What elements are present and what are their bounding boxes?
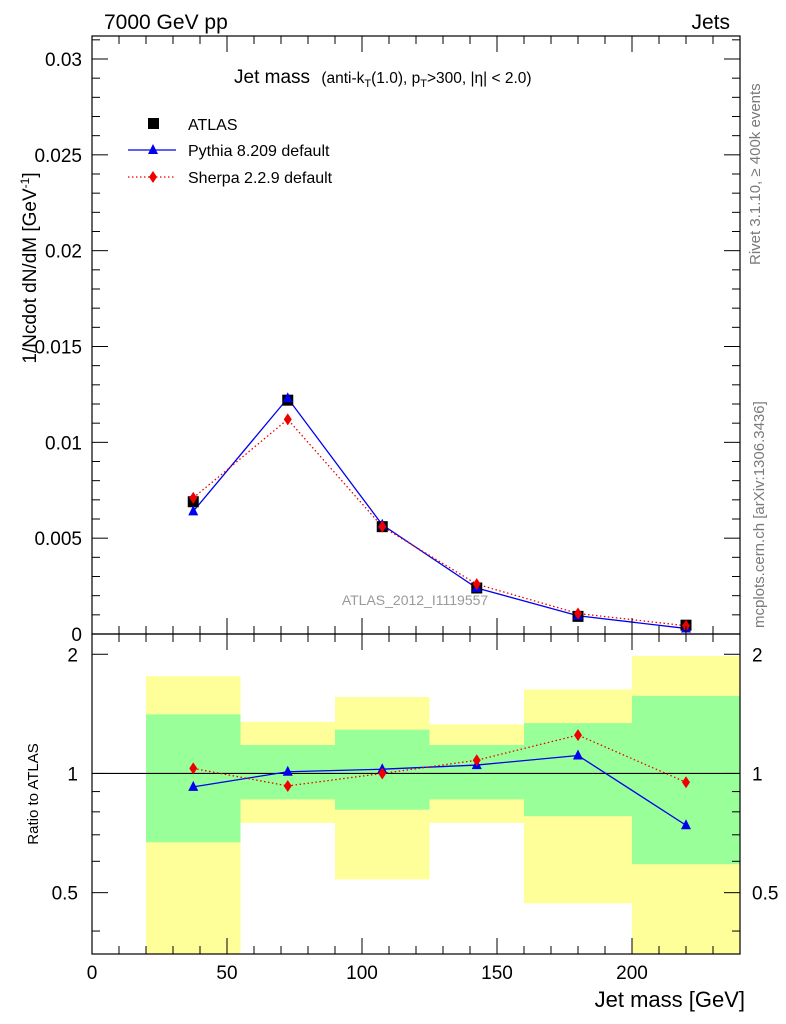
ratio-series-line-1	[193, 734, 687, 787]
ratio-band-inner-0	[146, 714, 241, 843]
ratio-point-s0-0	[188, 780, 199, 791]
main-point-s2-1	[283, 413, 292, 426]
ratio-point-s0-5	[681, 819, 691, 830]
mcplots-reference-text: mcplots.cern.ch [arXiv:1306.3436]	[751, 401, 768, 628]
legend-item-sherpa: Sherpa 2.2.9 default	[128, 170, 333, 187]
legend-label-atlas: ATLAS	[188, 117, 238, 134]
ratio-y-tick-label-right: 2	[752, 645, 763, 666]
main-series-markers	[187, 392, 692, 633]
rivet-version-text: Rivet 3.1.10, ≥ 400k events	[747, 83, 764, 265]
legend-diamond-marker	[149, 171, 157, 183]
main-series-line-1	[192, 397, 687, 630]
legend-item-pythia: Pythia 8.209 default	[128, 143, 330, 160]
main-y-tick-label: 0.025	[34, 146, 82, 167]
x-tick-label: 200	[616, 963, 648, 984]
ratio-point-s1-5	[682, 776, 690, 789]
plot-title: Jet mass (anti-kT(1.0), pT>300, |η| < 2.…	[234, 67, 532, 90]
ratio-series-lines	[193, 734, 687, 826]
main-y-tick-label: 0.005	[34, 529, 82, 550]
ratio-y-tick-label-right: 0.5	[752, 884, 778, 905]
main-y-tick-label: 0.03	[45, 50, 82, 71]
main-point-s2-0	[189, 491, 198, 504]
main-y-tick-label: 0.02	[45, 242, 82, 263]
x-tick-label: 50	[216, 963, 237, 984]
legend: ATLAS Pythia 8.209 default Sherpa 2.2.9 …	[128, 117, 333, 187]
main-y-axis-label: 1/Ncdot dN/dM [GeV-1]	[18, 172, 41, 363]
header-right: Jets	[691, 11, 730, 34]
ratio-point-s0-4	[573, 749, 583, 760]
main-y-tick-label: 0.01	[45, 433, 82, 454]
x-tick-label: 100	[346, 963, 378, 984]
main-point-s2-4	[574, 607, 582, 620]
ratio-point-s0-1	[282, 765, 293, 776]
title-detail: (anti-kT(1.0), pT>300, |η| < 2.0)	[321, 70, 531, 90]
main-series-lines	[192, 397, 687, 630]
ratio-band-inner-3	[429, 744, 524, 800]
ratio-series-markers	[188, 729, 691, 830]
main-y-tick-label: 0	[71, 625, 82, 646]
analysis-watermark: ATLAS_2012_I1119557	[342, 592, 489, 608]
main-y-tick-label: 0.015	[34, 338, 82, 359]
ratio-y-tick-label-right: 1	[752, 764, 763, 785]
main-series-line-2	[192, 418, 687, 627]
ratio-point-s1-0	[189, 762, 198, 775]
ratio-y-axis-label: Ratio to ATLAS	[25, 743, 42, 844]
x-tick-label: 150	[481, 963, 513, 984]
legend-label-sherpa: Sherpa 2.2.9 default	[188, 170, 333, 187]
header-left: 7000 GeV pp	[104, 11, 228, 34]
ratio-point-s1-3	[472, 754, 481, 767]
main-point-s2-3	[472, 578, 481, 591]
ratio-point-s1-4	[574, 729, 582, 742]
legend-square-marker	[148, 118, 159, 129]
legend-label-pythia: Pythia 8.209 default	[188, 143, 330, 160]
main-point-s2-2	[378, 520, 387, 533]
legend-triangle-marker	[148, 144, 158, 154]
ratio-series-line-0	[193, 754, 687, 826]
ratio-y-tick-label-left: 0.5	[52, 884, 78, 905]
ratio-y-tick-label-left: 1	[67, 764, 78, 785]
main-point-s1-0	[188, 505, 199, 516]
ratio-uncertainty-bands	[92, 655, 740, 954]
main-point-s2-5	[682, 619, 690, 632]
main-point-s1-1	[282, 392, 293, 403]
ratio-point-s1-2	[378, 767, 387, 780]
legend-item-atlas: ATLAS	[148, 117, 238, 134]
title-main: Jet mass	[234, 67, 310, 88]
ratio-y-tick-label-left: 2	[67, 645, 78, 666]
x-axis-label: Jet mass [GeV]	[595, 987, 745, 1012]
ratio-point-s1-1	[283, 779, 292, 792]
x-tick-label: 0	[87, 963, 98, 984]
